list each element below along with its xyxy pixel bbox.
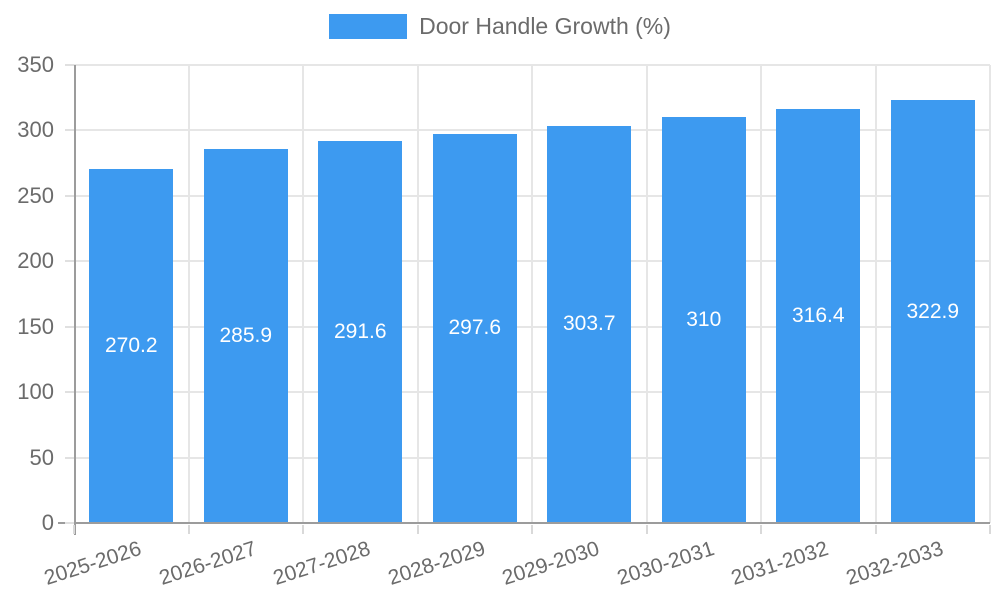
y-tick-label: 150 [17,313,54,339]
gridline-vertical [531,65,533,523]
bar[interactable] [890,100,975,523]
y-tick-mark [65,64,74,66]
bar-value-label: 291.6 [333,320,387,344]
x-tick-label: 2028-2029 [385,537,488,590]
y-tick-mark [65,391,74,394]
bar-value-label: 285.9 [219,323,273,347]
gridline-vertical [302,65,304,523]
bar[interactable] [203,148,288,523]
gridline-vertical [416,65,419,523]
bar-value-label: 303.7 [562,312,616,336]
x-tick-mark [874,525,877,534]
legend-label: Door Handle Growth (%) [419,13,671,39]
x-tick-mark [302,525,304,534]
gridline-vertical [989,65,991,523]
x-tick-mark [760,525,762,534]
x-tick-label: 2032-2033 [843,537,946,590]
y-axis-line [74,65,76,535]
y-tick-label: 350 [17,52,54,77]
x-tick-label: 2025-2026 [41,537,145,590]
x-tick-mark [73,525,75,534]
bar-value-label: 310 [686,308,722,332]
y-tick-label: 250 [17,182,54,208]
bar[interactable] [661,117,746,523]
y-tick-mark [65,522,74,524]
bar[interactable] [432,133,517,523]
y-tick-label: 0 [41,510,54,535]
legend-swatch-icon [329,14,408,39]
gridline-vertical [760,65,762,523]
legend[interactable]: Door Handle Growth (%) [0,14,1000,39]
y-tick-mark [65,456,74,459]
gridline-vertical [187,65,190,523]
y-tick-label: 100 [17,379,54,405]
y-tick-mark [65,260,74,263]
plot-area: 270.2 285.9 291.6 297.6 303.7 310 316.4 322.9 [74,64,991,523]
bar-value-label: 322.9 [906,299,960,323]
y-tick-mark [65,325,74,328]
x-tick-label: 2030-2031 [614,537,717,590]
bar[interactable] [547,125,632,523]
bar[interactable] [776,108,861,523]
x-tick-label: 2027-2028 [270,537,374,590]
y-tick-mark [65,129,74,132]
x-tick-mark [645,525,648,534]
bar-value-label: 297.6 [448,316,502,340]
gridline-vertical [874,65,877,523]
bar[interactable] [89,169,174,523]
y-tick-label: 300 [17,117,54,143]
x-tick-label: 2029-2030 [499,537,603,590]
bar-value-label: 316.4 [791,303,845,327]
x-tick-label: 2031-2032 [728,537,832,590]
bar[interactable] [318,141,403,523]
y-tick-label: 50 [29,444,54,470]
x-tick-mark [187,525,190,534]
bar-value-label: 270.2 [104,334,158,358]
x-tick-label: 2026-2027 [156,537,259,590]
x-tick-mark [989,525,991,534]
gridline-vertical [645,65,648,523]
x-tick-mark [531,525,533,534]
y-tick-mark [65,194,74,197]
y-tick-label: 200 [17,248,54,274]
x-tick-mark [416,525,419,534]
x-axis-line [58,522,990,524]
